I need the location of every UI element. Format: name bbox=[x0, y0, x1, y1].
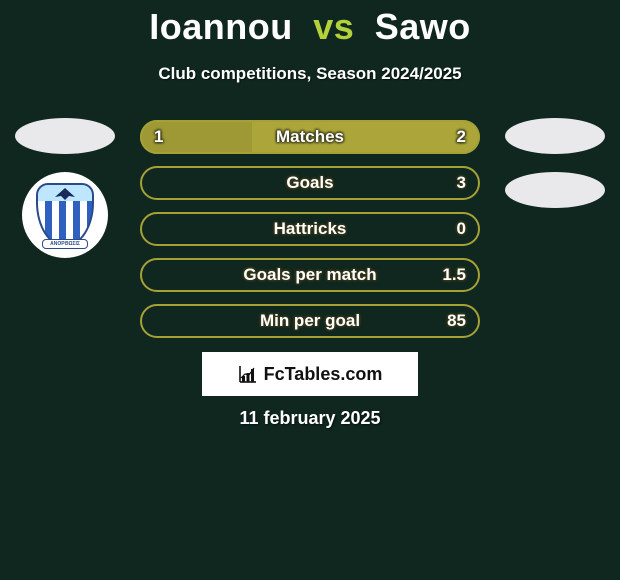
page-title: Ioannou vs Sawo bbox=[0, 6, 620, 48]
bar-left-segment bbox=[140, 120, 252, 154]
bar-track bbox=[140, 212, 480, 246]
bar-track bbox=[140, 258, 480, 292]
bar-row: Goals per match1.5 bbox=[140, 258, 480, 292]
brand-text: FcTables.com bbox=[264, 364, 383, 385]
bar-row: Min per goal85 bbox=[140, 304, 480, 338]
player2-name-pill bbox=[505, 118, 605, 154]
right-player-column bbox=[500, 118, 610, 208]
title-vs: vs bbox=[313, 6, 354, 47]
bar-row: Matches12 bbox=[140, 120, 480, 154]
bar-track bbox=[140, 166, 480, 200]
eagle-icon bbox=[52, 187, 78, 201]
bar-row: Goals3 bbox=[140, 166, 480, 200]
player1-name-pill bbox=[15, 118, 115, 154]
bar-chart-icon bbox=[238, 364, 258, 384]
bar-row: Hattricks0 bbox=[140, 212, 480, 246]
footer-date: 11 february 2025 bbox=[0, 408, 620, 429]
title-player2: Sawo bbox=[375, 6, 471, 47]
crest-graphic: ΑΝΟΡΘΩΣΙΣ bbox=[36, 183, 94, 247]
left-player-column: ΑΝΟΡΘΩΣΙΣ bbox=[10, 118, 120, 258]
comparison-bars: Matches12 Goals3 Hattricks0 Goals per match… bbox=[140, 120, 480, 350]
player1-club-crest: ΑΝΟΡΘΩΣΙΣ bbox=[22, 172, 108, 258]
bar-track bbox=[140, 120, 480, 154]
infographic-root: Ioannou vs Sawo Club competitions, Seaso… bbox=[0, 0, 620, 580]
title-player1: Ioannou bbox=[149, 6, 292, 47]
subtitle: Club competitions, Season 2024/2025 bbox=[0, 64, 620, 84]
crest-ribbon: ΑΝΟΡΘΩΣΙΣ bbox=[42, 239, 88, 249]
brand-badge[interactable]: FcTables.com bbox=[202, 352, 418, 396]
bar-track bbox=[140, 304, 480, 338]
player2-club-pill bbox=[505, 172, 605, 208]
